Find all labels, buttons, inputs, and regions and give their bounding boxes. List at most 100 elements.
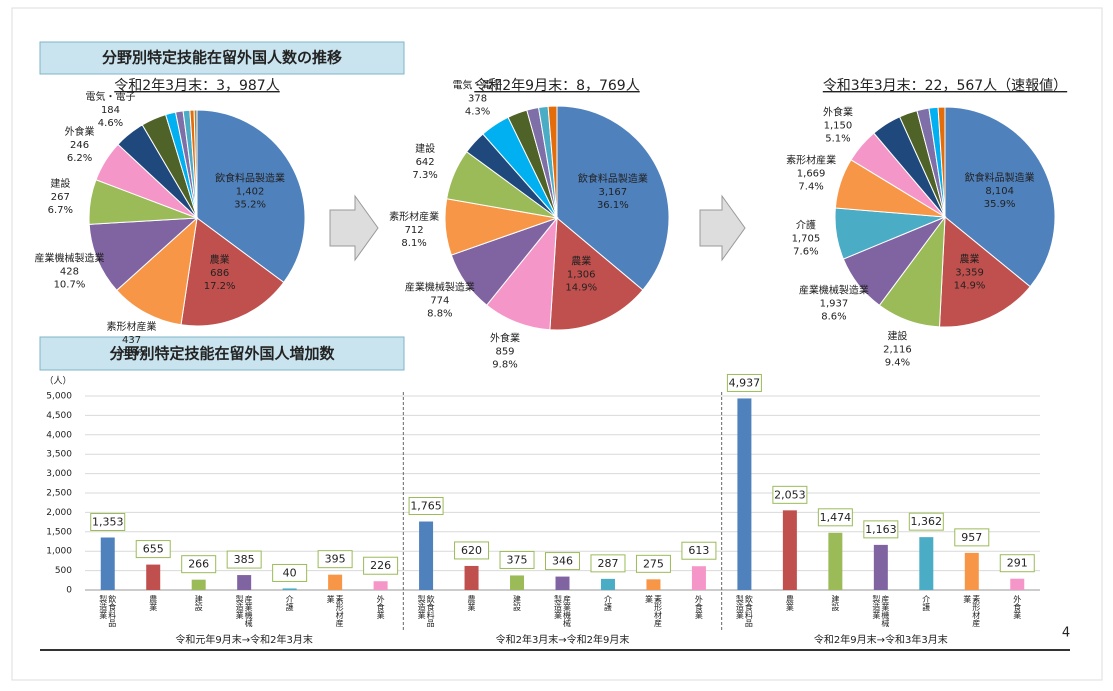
bar xyxy=(328,574,343,590)
pie-label-name: 電気・電子 xyxy=(85,90,135,103)
value-label: 385 xyxy=(234,553,255,566)
pie-label-value: 1,150 xyxy=(824,121,853,132)
pie-label-value: 859 xyxy=(495,347,514,358)
pie-label-share: 6.2% xyxy=(67,153,92,164)
heading: 分野別特定技能在留外国人数の推移 xyxy=(102,49,342,67)
pie-label-name: 飲食料品製造業 xyxy=(215,171,285,184)
pie-label-name: 産業機械製造業 xyxy=(405,281,475,294)
arrow xyxy=(329,194,379,262)
pie-label-name: 飲食料品製造業 xyxy=(578,172,648,185)
x-tick-label: 産業機械製造業 xyxy=(553,595,572,627)
pie-slice xyxy=(937,106,946,218)
heading-box xyxy=(39,41,405,75)
pie-label-value: 184 xyxy=(101,105,120,116)
value-label-box xyxy=(726,373,762,392)
value-label: 375 xyxy=(507,553,528,566)
pie-label-share: 4.6% xyxy=(98,118,123,129)
pie-label-value: 8,104 xyxy=(985,186,1014,197)
pie-label-value: 267 xyxy=(51,192,70,203)
bar xyxy=(191,579,206,590)
y-unit: （人） xyxy=(44,376,71,387)
bar xyxy=(828,532,843,590)
pie-label-share: 17.2% xyxy=(204,281,236,292)
y-tick-label: 2,500 xyxy=(46,489,72,499)
x-tick-label: 産業機械製造業 xyxy=(871,595,890,627)
page-number: 4 xyxy=(1062,626,1070,641)
x-tick-label: 素形材産業 xyxy=(644,595,663,627)
pie-slice xyxy=(116,216,198,326)
y-tick-label: 1,000 xyxy=(46,547,72,557)
bar xyxy=(600,578,615,590)
pie-label-share: 8.6% xyxy=(821,312,846,323)
pie-title: 令和3年3月末：22，567人（速報値） xyxy=(823,78,1067,94)
pie-label-name: 外食業 xyxy=(823,106,853,119)
pie-label-share: 36.1% xyxy=(597,200,629,211)
value-label: 2,053 xyxy=(774,488,806,501)
pie-label-share: 6.7% xyxy=(48,205,73,216)
pie-label-name: 電気・電子 xyxy=(453,79,503,92)
pie-label-name: 農業 xyxy=(960,252,980,265)
y-tick-label: 1,500 xyxy=(46,527,72,537)
heading-box xyxy=(39,336,405,371)
pie-label-share: 14.9% xyxy=(565,283,597,294)
value-label-box xyxy=(999,554,1035,573)
heading: 分野別特定技能在留外国人増加数 xyxy=(109,345,335,363)
x-tick-label: 建設 xyxy=(194,595,204,611)
x-tick-label: 飲食料品製造業 xyxy=(98,595,117,627)
pie-label-value: 428 xyxy=(60,266,79,277)
bar xyxy=(373,581,388,590)
value-label-box xyxy=(499,550,535,569)
value-label-box xyxy=(681,541,717,560)
bar xyxy=(646,579,661,590)
y-tick-label: 3,500 xyxy=(46,450,72,460)
value-label-box xyxy=(954,528,990,547)
bar xyxy=(873,544,888,590)
bar xyxy=(691,566,706,590)
pie-label-value: 1,669 xyxy=(797,168,826,179)
bar xyxy=(555,576,570,590)
value-label-box xyxy=(181,555,217,574)
value-label-box xyxy=(363,556,399,575)
x-tick-label: 外食業 xyxy=(1012,595,1022,619)
bar xyxy=(1010,578,1025,590)
pie-label-value: 774 xyxy=(430,296,449,307)
pie-label-name: 外食業 xyxy=(65,125,95,138)
value-label: 40 xyxy=(283,566,297,579)
pie-label-share: 10.7% xyxy=(54,279,86,290)
bar xyxy=(419,521,434,590)
x-tick-label: 産業機械製造業 xyxy=(235,595,254,627)
value-label: 4,937 xyxy=(729,376,761,389)
pie-label-name: 素形材産業 xyxy=(786,153,836,166)
value-label-box xyxy=(863,520,899,539)
pie-label-share: 7.4% xyxy=(798,181,823,192)
value-label-box xyxy=(772,485,808,504)
pie-label-name: 素形材産業 xyxy=(389,210,439,223)
pie-label-value: 1,937 xyxy=(820,299,849,310)
pie-title: 令和2年3月末：3，987人 xyxy=(114,78,279,94)
pie-slice xyxy=(938,215,1031,328)
pie-label-name: 建設 xyxy=(50,177,70,190)
value-label: 226 xyxy=(370,559,391,572)
pie-label-share: 14.9% xyxy=(954,280,986,291)
x-tick-label: 介護 xyxy=(603,595,613,611)
y-tick-label: 0 xyxy=(66,586,72,596)
pie-slice xyxy=(556,105,670,291)
pie-label-name: 産業機械製造業 xyxy=(34,251,104,264)
value-label-box xyxy=(317,550,353,569)
bar xyxy=(737,398,752,590)
value-label-box xyxy=(408,497,444,516)
bar xyxy=(464,565,479,590)
pie-label-name: 農業 xyxy=(210,253,230,266)
pie-label-name: 産業機械製造業 xyxy=(799,284,869,297)
bar xyxy=(919,537,934,590)
value-label: 1,353 xyxy=(92,516,124,529)
pie-label-share: 8.8% xyxy=(427,309,452,320)
bar xyxy=(146,564,161,590)
pie-label-value: 642 xyxy=(416,157,435,168)
pie-label-share: 8.1% xyxy=(401,238,426,249)
value-label-box xyxy=(545,552,580,571)
group-label: 令和2年3月末→令和2年9月末 xyxy=(496,633,630,646)
x-tick-label: 飲食料品製造業 xyxy=(735,595,754,627)
pie-slice xyxy=(180,217,285,327)
